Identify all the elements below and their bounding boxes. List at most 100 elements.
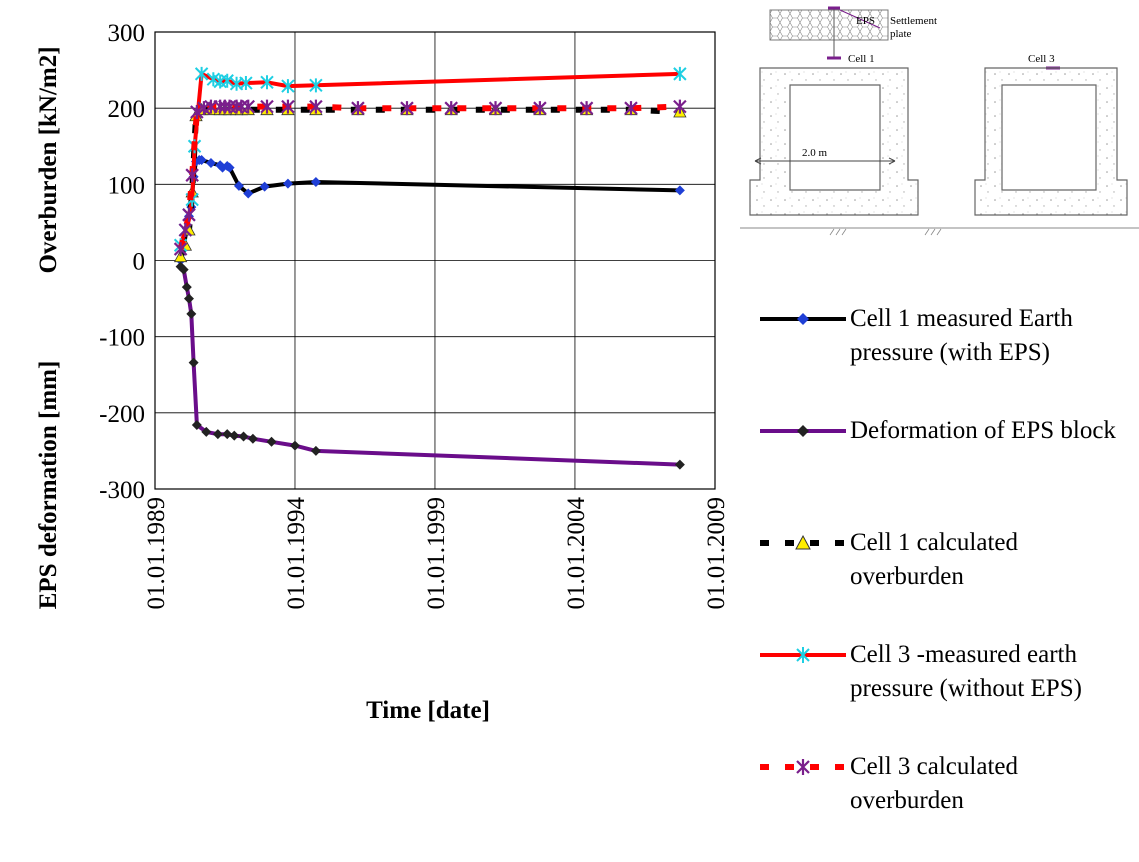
data-point [238,431,249,442]
legend-item-cell3-measured: Cell 3 -measured earth pressure (without… [758,638,1138,750]
data-point [674,459,685,470]
y-tick-label: -200 [99,401,145,428]
data-point [229,430,240,441]
data-point [259,181,270,192]
data-point [190,104,204,119]
data-point [579,101,594,116]
x-tick-label: 01.01.2009 [703,497,730,610]
data-point [233,180,244,191]
data-point [220,73,234,88]
data-point [239,76,253,91]
legend-label: Deformation of EPS block [850,417,1116,444]
legend-swatch [760,647,846,663]
data-point [351,101,365,116]
data-point [309,78,323,93]
series-3 [173,66,687,253]
data-point [488,101,503,116]
data-point [191,420,202,431]
data-point [178,264,189,275]
data-point [196,154,207,165]
x-tick-label: 01.01.2004 [563,497,590,610]
series-line [179,265,680,467]
data-point [533,101,547,116]
y-axis-title-bottom: EPS deformation [mm] [35,361,62,610]
legend-swatch [760,313,846,325]
series-0 [175,154,685,266]
culvert-cell-3 [974,67,1128,216]
series-4 [173,99,687,257]
data-point [185,168,199,183]
plot-area-border [154,31,716,490]
legend-swatch [760,534,846,550]
y-tick-label: 100 [108,172,146,199]
data-point [309,99,323,114]
data-point [212,429,223,440]
legend-label: Cell 3 calculated overburden [850,753,1018,814]
data-point [674,185,685,196]
cell-1-label: Cell 1 [848,53,875,65]
data-point [310,445,321,456]
data-point [444,101,458,116]
legend-item-eps-deformation: Deformation of EPS block [758,414,1138,526]
width-label: 2.0 m [802,147,828,159]
legend-item-cell1-calculated: Cell 1 calculated overburden [758,526,1138,638]
data-point [247,433,258,444]
legend-label: Cell 3 -measured earth pressure (without… [850,641,1082,702]
series-line [178,158,680,261]
y-tick-label: -100 [99,325,145,352]
eps-label: EPS [856,15,875,27]
data-point [282,178,293,189]
cell-3-label: Cell 3 [1028,53,1055,65]
settlement-plate-label-2: plate [890,28,911,40]
x-tick-label: 01.01.1994 [283,497,310,610]
legend-label: Cell 1 calculated overburden [850,529,1018,590]
data-point [260,99,274,114]
x-tick-labels: 01.01.1989 01.01.1994 01.01.1999 01.01.2004… [143,497,730,610]
chart-grid [154,31,716,490]
legend-label: Cell 1 measured Earth pressure (with EPS… [850,305,1073,366]
data-point [624,101,638,116]
data-point [188,357,199,368]
y-tick-label: -300 [99,477,145,504]
legend-item-cell1-measured: Cell 1 measured Earth pressure (with EPS… [758,302,1138,414]
y-tick-labels: -300 -200 -100 0 100 200 300 [99,20,145,504]
settlement-plate-label-1: Settlement [890,15,937,27]
y-axis-title-top: Overburden [kN/m2] [35,46,62,273]
series-1 [175,261,685,470]
data-point [260,75,274,90]
data-point [222,429,233,440]
x-tick-label: 01.01.1999 [423,497,450,610]
data-point [400,101,414,116]
legend-swatch [760,425,846,437]
culvert-cell-1 [749,67,919,216]
data-point [173,242,188,257]
data-point [289,440,300,451]
series-line [178,71,680,246]
data-point [673,66,687,81]
cell-schematic: EPS Settlement plate Cell 1 Cell 3 2.0 m [740,6,1139,236]
data-point [281,79,295,94]
data-point [205,158,216,169]
data-point [173,249,188,263]
data-point [281,99,295,114]
data-point [241,99,255,114]
data-point [243,188,254,199]
y-tick-label: 300 [108,20,146,47]
data-point [673,99,687,114]
chart-series [173,66,687,470]
data-point [181,282,192,293]
series-line [177,103,680,250]
x-axis-title: Time [date] [366,697,490,724]
data-point [186,308,197,319]
data-point [266,436,277,447]
chart-legend: Cell 1 measured Earth pressure (with EPS… [758,302,1138,862]
y-tick-label: 200 [108,96,146,123]
data-point [194,66,209,81]
data-point [182,207,196,222]
data-point [224,162,235,173]
eps-block [769,9,889,41]
legend-swatch [760,759,846,775]
data-point [178,223,193,238]
data-point [310,177,321,188]
